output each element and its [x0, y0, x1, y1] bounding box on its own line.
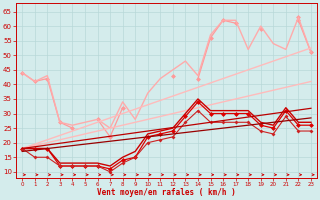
X-axis label: Vent moyen/en rafales ( km/h ): Vent moyen/en rafales ( km/h ): [97, 188, 236, 197]
